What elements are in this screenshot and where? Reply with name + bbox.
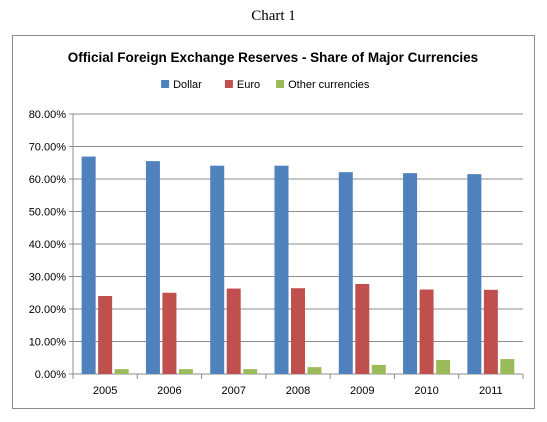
bar-chart: Official Foreign Exchange Reserves - Sha…: [29, 50, 524, 397]
x-axis: 2005 2006 2007 2008 2009 2010 2011: [72, 374, 524, 397]
legend-swatch: [161, 80, 170, 88]
bar-dollar-2011: [467, 174, 482, 374]
y-tick-label: 10.00%: [29, 337, 67, 349]
bar-other-currencies-2007: [243, 369, 258, 374]
x-tick-label: 2006: [157, 385, 181, 397]
y-tick-label: 20.00%: [29, 304, 67, 316]
bars: [81, 156, 515, 374]
bar-euro-2007: [226, 288, 241, 374]
chart-frame: Official Foreign Exchange Reserves - Sha…: [12, 35, 535, 409]
page-label: Chart 1: [251, 8, 296, 24]
x-tick-label: 2010: [414, 385, 438, 397]
y-tick-label: 80.00%: [29, 109, 67, 121]
x-tick-label: 2011: [479, 385, 503, 397]
legend-label: Dollar: [173, 79, 202, 91]
legend-label: Euro: [237, 79, 260, 91]
bar-dollar-2006: [145, 161, 160, 374]
bar-euro-2010: [419, 289, 434, 374]
y-tick-label: 50.00%: [29, 207, 67, 219]
x-tick-label: 2007: [221, 385, 245, 397]
x-tick-label: 2005: [93, 385, 117, 397]
y-axis: 0.00% 10.00% 20.00% 30.00% 40.00% 50.00% 60.00…: [29, 109, 74, 381]
bar-other-currencies-2008: [307, 367, 322, 374]
legend-swatch: [276, 80, 285, 88]
chart-legend: Dollar Euro Other currencies: [161, 79, 370, 91]
bar-other-currencies-2010: [436, 360, 451, 374]
bar-euro-2008: [291, 288, 305, 374]
legend-label: Other currencies: [288, 79, 370, 91]
bar-dollar-2005: [81, 156, 96, 374]
bar-dollar-2007: [210, 165, 225, 374]
bar-other-currencies-2006: [178, 369, 193, 374]
x-tick-label: 2008: [286, 385, 310, 397]
y-tick-label: 60.00%: [29, 174, 67, 186]
bar-other-currencies-2005: [114, 369, 129, 374]
bar-euro-2006: [162, 292, 177, 374]
legend-swatch: [224, 80, 233, 88]
bar-euro-2011: [483, 289, 498, 374]
bar-other-currencies-2011: [500, 359, 515, 374]
bar-other-currencies-2009: [371, 364, 386, 374]
bar-euro-2005: [98, 296, 113, 374]
y-tick-label: 30.00%: [29, 272, 67, 284]
chart-title: Official Foreign Exchange Reserves - Sha…: [68, 50, 478, 65]
bar-dollar-2008: [274, 165, 289, 374]
bar-euro-2009: [355, 283, 370, 374]
x-tick-label: 2009: [350, 385, 374, 397]
bar-dollar-2010: [403, 173, 418, 374]
bar-dollar-2009: [338, 172, 353, 374]
y-tick-label: 40.00%: [29, 239, 67, 251]
y-tick-label: 0.00%: [35, 369, 66, 381]
y-tick-label: 70.00%: [29, 142, 67, 154]
